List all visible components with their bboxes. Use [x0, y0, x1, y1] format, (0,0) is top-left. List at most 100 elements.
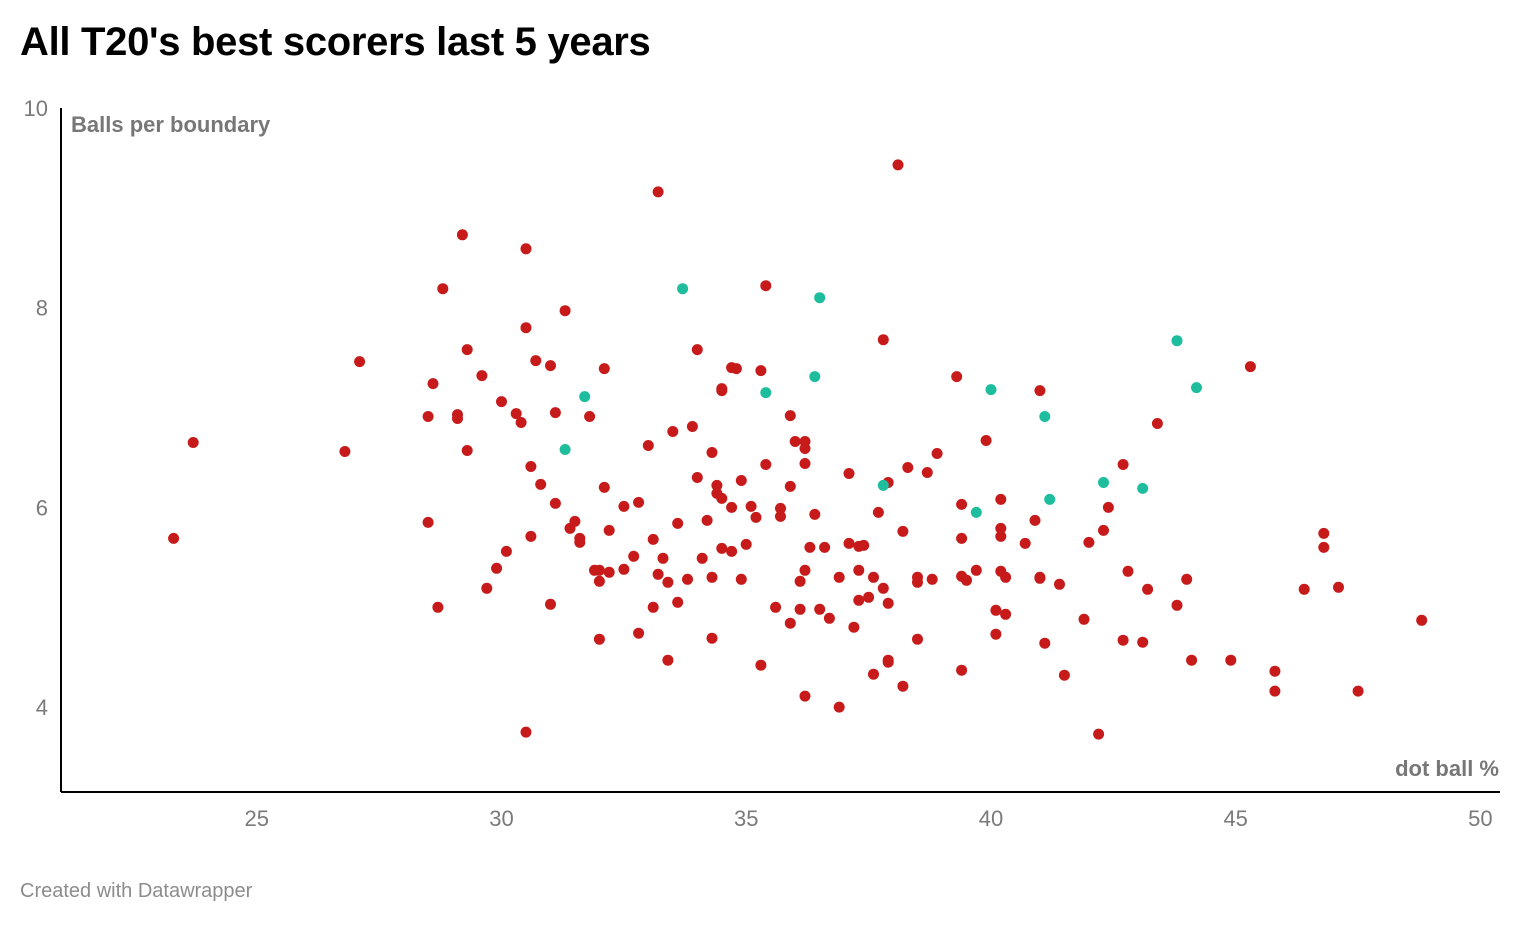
scatter-point[interactable] [1098, 477, 1109, 488]
scatter-point[interactable] [187, 437, 199, 448]
scatter-point[interactable] [662, 576, 674, 588]
scatter-point[interactable] [858, 539, 870, 551]
scatter-point[interactable] [1171, 335, 1183, 347]
scatter-point[interactable] [1058, 669, 1070, 681]
scatter-point[interactable] [809, 371, 821, 383]
scatter-point[interactable] [848, 621, 860, 633]
scatter-point[interactable] [461, 344, 473, 356]
scatter-point[interactable] [691, 344, 703, 356]
scatter-point[interactable] [437, 283, 449, 295]
scatter-point[interactable] [706, 447, 718, 458]
scatter-point[interactable] [912, 576, 923, 588]
scatter-point[interactable] [584, 411, 596, 422]
scatter-point[interactable] [491, 562, 503, 574]
scatter-point[interactable] [618, 563, 630, 575]
scatter-point[interactable] [882, 597, 894, 609]
scatter-point[interactable] [520, 726, 532, 738]
scatter-point[interactable] [833, 571, 845, 583]
scatter-point[interactable] [456, 229, 468, 241]
scatter-point[interactable] [990, 628, 1002, 640]
scatter-point[interactable] [422, 516, 434, 528]
scatter-point[interactable] [682, 573, 693, 585]
scatter-point[interactable] [814, 603, 826, 615]
scatter-point[interactable] [853, 594, 865, 606]
scatter-point[interactable] [995, 530, 1007, 542]
scatter-point[interactable] [784, 410, 796, 422]
scatter-point[interactable] [951, 371, 963, 383]
scatter-point[interactable] [755, 365, 767, 377]
scatter-point[interactable] [902, 462, 914, 473]
scatter-point[interactable] [1093, 728, 1105, 740]
scatter-point[interactable] [995, 522, 1007, 534]
scatter-point[interactable] [775, 510, 786, 522]
scatter-point[interactable] [912, 633, 923, 645]
scatter-point[interactable] [549, 497, 561, 509]
scatter-point[interactable] [809, 508, 821, 520]
scatter-point[interactable] [496, 396, 507, 408]
scatter-point[interactable] [168, 532, 180, 544]
scatter-point[interactable] [716, 542, 728, 554]
scatter-point[interactable] [706, 632, 718, 644]
scatter-point[interactable] [823, 612, 835, 624]
scatter-point[interactable] [677, 283, 689, 295]
scatter-point[interactable] [1181, 573, 1193, 585]
scatter-point[interactable] [931, 448, 943, 459]
scatter-point[interactable] [500, 545, 512, 557]
scatter-point[interactable] [1078, 613, 1090, 625]
scatter-point[interactable] [1039, 637, 1051, 649]
scatter-point[interactable] [603, 566, 615, 578]
scatter-point[interactable] [1102, 501, 1114, 513]
scatter-point[interactable] [593, 564, 605, 576]
scatter-point[interactable] [716, 383, 728, 395]
scatter-point[interactable] [339, 446, 351, 457]
scatter-point[interactable] [726, 501, 738, 513]
scatter-point[interactable] [427, 378, 439, 390]
scatter-point[interactable] [633, 496, 645, 508]
scatter-point[interactable] [804, 541, 816, 553]
scatter-point[interactable] [691, 472, 703, 483]
scatter-point[interactable] [755, 659, 767, 671]
scatter-point[interactable] [814, 292, 826, 304]
scatter-point[interactable] [1083, 536, 1095, 548]
scatter-point[interactable] [520, 243, 532, 255]
scatter-point[interactable] [559, 305, 571, 317]
scatter-point[interactable] [545, 598, 556, 610]
scatter-point[interactable] [843, 537, 855, 549]
scatter-point[interactable] [706, 571, 718, 583]
scatter-point[interactable] [799, 458, 811, 469]
scatter-point[interactable] [760, 387, 772, 399]
scatter-point[interactable] [956, 532, 968, 544]
scatter-point[interactable] [995, 493, 1007, 505]
scatter-point[interactable] [735, 573, 747, 585]
scatter-point[interactable] [1171, 599, 1183, 611]
scatter-point[interactable] [1352, 685, 1364, 697]
scatter-point[interactable] [1244, 361, 1256, 373]
scatter-point[interactable] [740, 538, 752, 550]
scatter-point[interactable] [633, 627, 645, 639]
scatter-point[interactable] [882, 654, 894, 666]
scatter-point[interactable] [574, 536, 586, 548]
scatter-point[interactable] [833, 701, 845, 713]
scatter-point[interactable] [775, 502, 786, 514]
scatter-point[interactable] [1225, 654, 1237, 666]
scatter-point[interactable] [510, 408, 522, 420]
scatter-point[interactable] [603, 524, 615, 536]
scatter-point[interactable] [1298, 583, 1310, 595]
scatter-point[interactable] [652, 186, 664, 198]
scatter-point[interactable] [956, 498, 968, 510]
scatter-point[interactable] [1000, 571, 1012, 583]
scatter-point[interactable] [985, 384, 997, 396]
scatter-point[interactable] [1019, 537, 1031, 549]
scatter-point[interactable] [461, 445, 473, 456]
scatter-point[interactable] [1098, 524, 1109, 536]
scatter-point[interactable] [1034, 571, 1046, 583]
scatter-point[interactable] [1137, 482, 1149, 494]
scatter-point[interactable] [452, 409, 463, 421]
scatter-point[interactable] [770, 601, 782, 613]
scatter-point[interactable] [579, 391, 591, 403]
scatter-point[interactable] [760, 459, 772, 470]
scatter-point[interactable] [970, 506, 982, 518]
scatter-point[interactable] [667, 426, 679, 437]
scatter-point[interactable] [897, 525, 909, 537]
scatter-point[interactable] [1416, 614, 1428, 626]
